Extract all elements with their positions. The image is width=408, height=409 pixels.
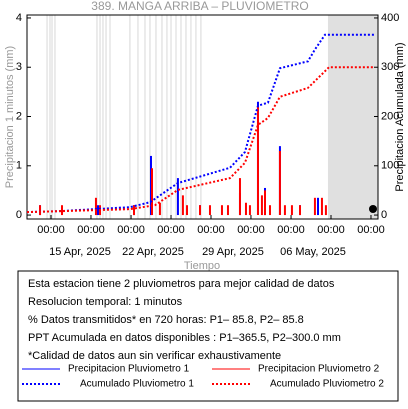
x-tick-label: 00:00 — [237, 224, 265, 236]
y-tick-label: 4 — [16, 12, 22, 24]
note-text: PPT Acumulada en datos disponibles : P1–… — [28, 332, 341, 344]
legend-label: Precipitacion Pluviometro 2 — [258, 364, 380, 375]
x-date-label: 29 Apr, 2025 — [202, 246, 264, 258]
note-text: % Datos transmitidos* en 720 horas: P1– … — [28, 314, 304, 326]
y2-tick-label: 300 — [381, 61, 399, 73]
x-date-label: 22 Apr, 2025 — [122, 246, 184, 258]
end-marker — [369, 205, 377, 213]
plot-frame — [26, 14, 379, 220]
legend-label: Acumulado Pluviometro 1 — [80, 379, 194, 390]
y2-tick-label: 0 — [381, 209, 387, 221]
x-tick-label: 00:00 — [317, 224, 345, 236]
cumulative-line — [26, 66, 375, 214]
legend-label: Precipitacion Pluviometro 1 — [68, 364, 190, 375]
y2-tick-label: 400 — [381, 12, 399, 24]
x-tick-label: 00:00 — [157, 224, 185, 236]
y2-tick-label: 100 — [381, 160, 399, 172]
note-text: Resolucion temporal: 1 minutos — [28, 296, 183, 308]
note-text: *Calidad de datos aun sin verificar exha… — [28, 350, 281, 362]
x-tick-label: 00:00 — [357, 224, 385, 236]
x-date-label: 06 May, 2025 — [280, 246, 346, 258]
y2-tick-label: 200 — [381, 110, 399, 122]
y2-axis-label: Precipitacion Acumulada (mm) — [394, 42, 406, 191]
x-tick-label: 00:00 — [77, 224, 105, 236]
cumulative-line — [26, 33, 375, 214]
x-tick-label: 00:00 — [197, 224, 225, 236]
y-tick-label: 1 — [16, 160, 22, 172]
legend-box — [17, 270, 399, 402]
x-tick-label: 00:00 — [37, 224, 65, 236]
no-data-region — [327, 15, 378, 219]
x-date-label: 15 Apr, 2025 — [49, 246, 111, 258]
note-text: Esta estacion tiene 2 pluviometros para … — [28, 278, 335, 290]
y-tick-label: 0 — [16, 209, 22, 221]
legend-label: Acumulado Pluviometro 2 — [270, 379, 384, 390]
y-axis-label: Precipitacion 1 minutos (mm) — [4, 46, 16, 188]
y-tick-label: 2 — [16, 110, 22, 122]
x-tick-label: 00:00 — [117, 224, 145, 236]
chart-title: 389. MANGA ARRIBA – PLUVIOMETRO — [91, 0, 308, 13]
x-axis-label: Tiempo — [184, 260, 220, 272]
y-tick-label: 3 — [16, 61, 22, 73]
x-tick-label: 00:00 — [277, 224, 305, 236]
